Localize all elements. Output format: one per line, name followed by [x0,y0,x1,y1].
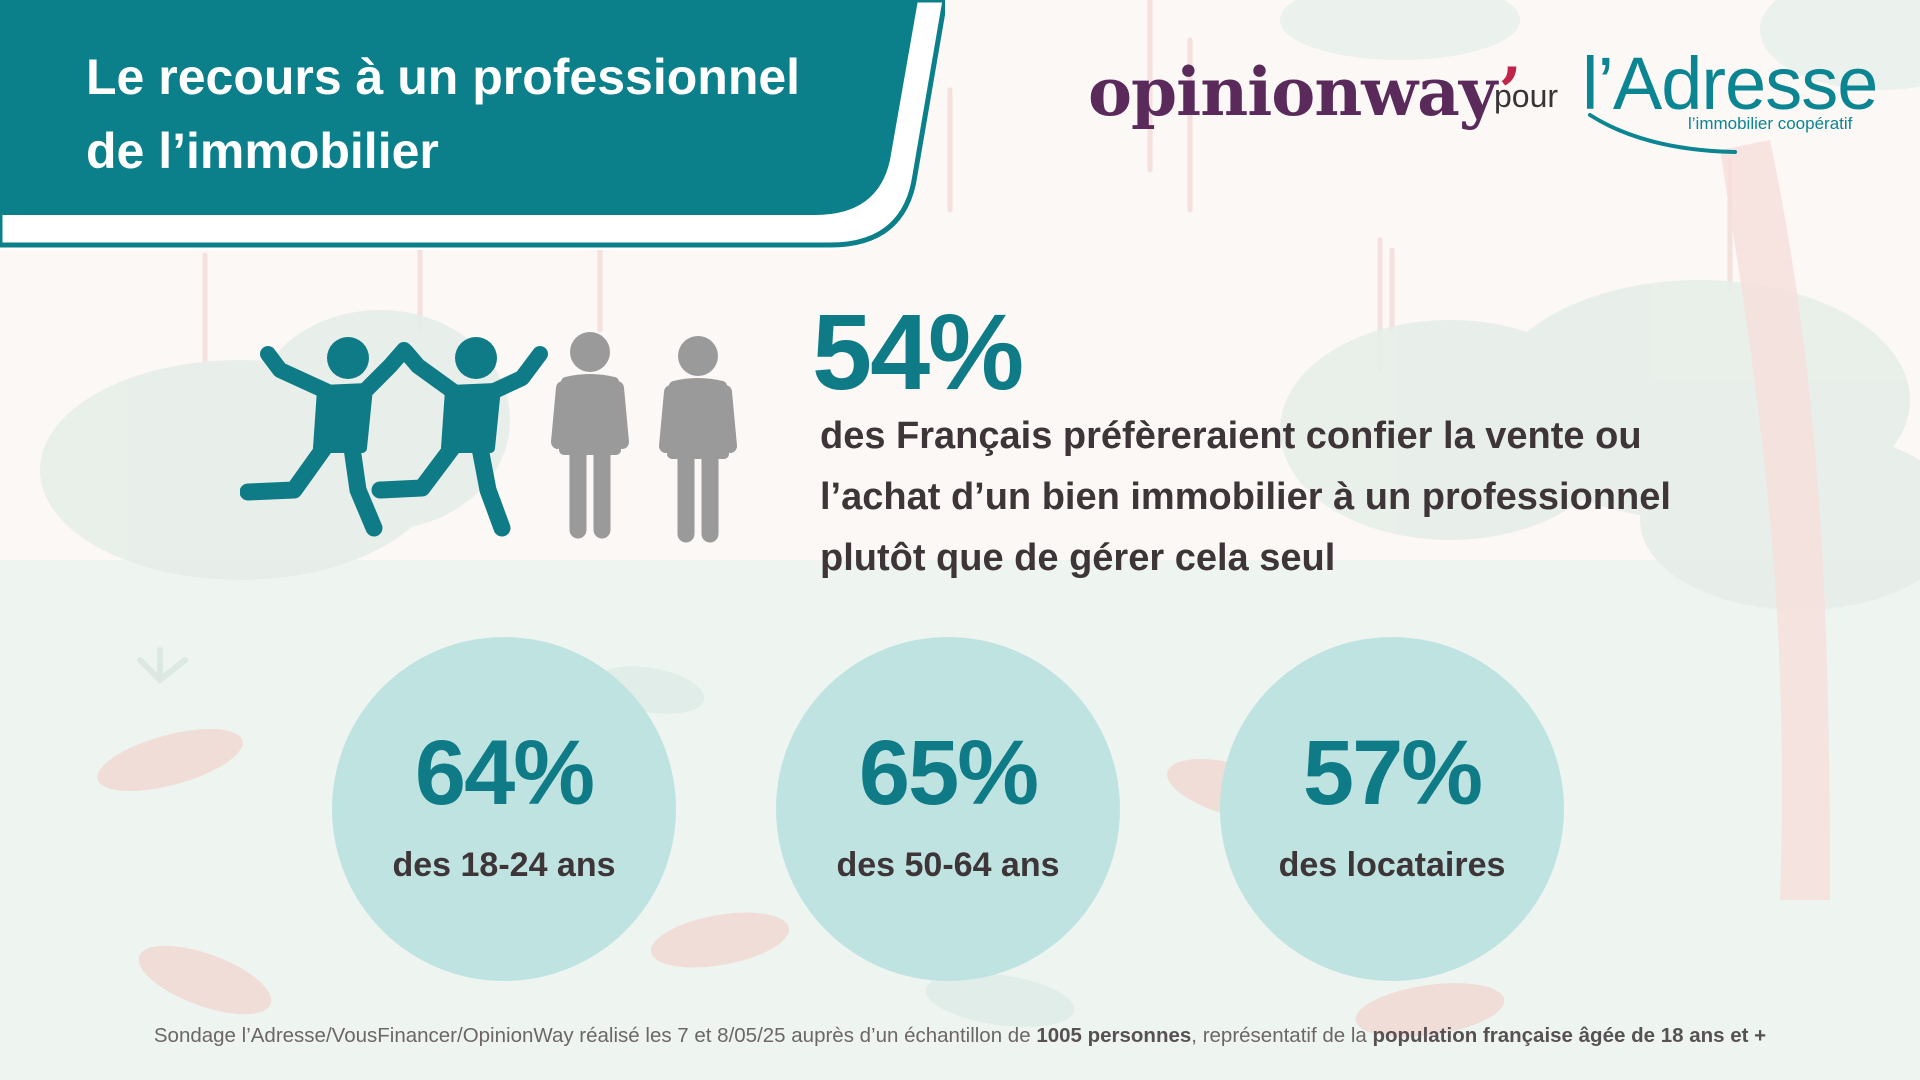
stat-circle-locataires: 57% des locataires [1220,637,1564,981]
title-line-2: de l’immobilier [86,123,439,179]
stat-label: des locataires [1278,846,1506,884]
adresse-logo-swoosh-icon [1588,113,1737,154]
adresse-tagline: l’immobilier coopératif [1688,114,1853,133]
jumping-person-icon [240,337,412,537]
footer-population: population française âgée de 18 ans et + [1372,1024,1767,1047]
stat-circle-50-64: 65% des 50-64 ans [776,637,1120,981]
adresse-logo: l’Adresse [1582,42,1878,125]
headline-line-1: des Français préfèreraient confier la ve… [820,415,1642,457]
stat-circle-18-24: 64% des 18-24 ans [332,637,676,981]
footer-text-2: , représentatif de la [1191,1024,1373,1047]
title-banner [0,0,945,250]
page-title: Le recours à un professionnel de l’immob… [86,40,886,188]
opinionway-logo-text: opinionway [1088,53,1500,131]
stat-percent: 64% [414,722,595,824]
stat-label: des 18-24 ans [392,846,616,884]
jumping-person-icon [371,337,548,537]
survey-source-footer: Sondage l’Adresse/VousFinancer/OpinionWa… [0,1020,1920,1052]
headline-line-3: plutôt que de gérer cela seul [820,537,1336,579]
headline-percent: 54% [812,291,1024,412]
headline-description: des Français préfèreraient confier la ve… [820,406,1820,589]
opinionway-logo-apostrophe: ’ [1498,53,1522,131]
pour-text: pour [1494,78,1559,114]
stat-label: des 50-64 ans [836,846,1060,884]
footer-sample-size: 1005 personnes [1036,1024,1192,1047]
footer-text-1: Sondage l’Adresse/VousFinancer/OpinionWa… [153,1024,1037,1047]
standing-person-icon [551,332,629,539]
title-line-1: Le recours à un professionnel [86,49,801,105]
standing-person-icon [659,336,737,543]
opinionway-logo: opinionway’ [1088,52,1522,132]
stat-percent: 57% [1302,722,1483,824]
stat-percent: 65% [858,722,1039,824]
people-pictogram [240,332,737,543]
headline-line-2: l’achat d’un bien immobilier à un profes… [820,476,1671,518]
